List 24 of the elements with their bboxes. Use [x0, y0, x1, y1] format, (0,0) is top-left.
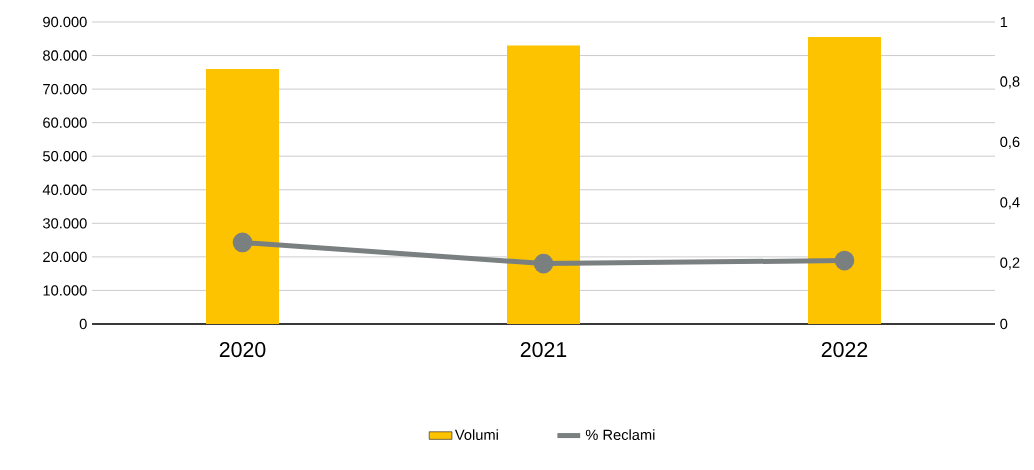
- y-tick-label: 90.000: [43, 16, 87, 28]
- y-tick-label: 20.000: [43, 251, 87, 263]
- y2-tick-label: 0: [1000, 318, 1008, 330]
- y-tick-label: 80.000: [43, 50, 87, 61]
- y2-tick-label: 0,2: [1000, 257, 1020, 270]
- point: [533, 253, 554, 274]
- y-tick-label: 40.000: [42, 184, 87, 195]
- y-tick-label: 50.000: [43, 151, 87, 162]
- y-tick-label: 0: [79, 318, 87, 330]
- point: [834, 250, 855, 271]
- y2-tick-label: 0,4: [1000, 197, 1020, 210]
- x-tick-label: 2021: [520, 342, 567, 358]
- y-tick-label: 10.000: [43, 285, 87, 296]
- legend-label: Volumi: [454, 429, 498, 441]
- x-tick-label: 2022: [821, 342, 868, 358]
- y-tick-label: 60.000: [43, 117, 87, 128]
- x-tick-label: 2020: [219, 342, 266, 358]
- y2-tick-label: 1: [1000, 16, 1008, 28]
- legend-label: % Reclami: [585, 429, 655, 441]
- y-tick-label: 70.000: [43, 83, 87, 95]
- y-tick-label: 30.000: [43, 218, 87, 229]
- point: [232, 232, 253, 253]
- y2-tick-label: 0,6: [1000, 136, 1020, 149]
- y2-tick-label: 0,8: [1000, 76, 1020, 89]
